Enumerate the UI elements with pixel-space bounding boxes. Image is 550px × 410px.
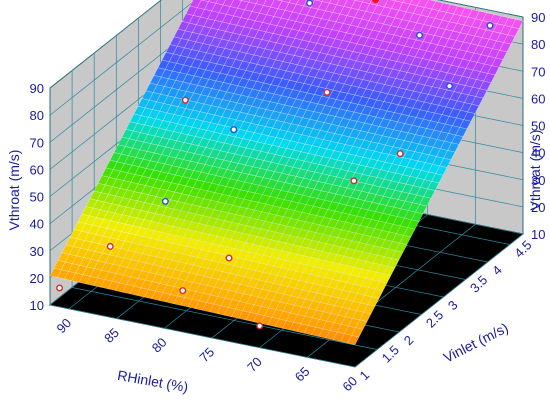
data-point [350, 177, 358, 185]
surface-cell [390, 0, 397, 2]
y-tick-label: 3 [445, 297, 461, 313]
surface-cell [248, 0, 259, 4]
z-tick-label-left: 80 [30, 108, 44, 123]
data-point [416, 31, 424, 39]
data-point [161, 197, 169, 205]
surface-cell [314, 0, 324, 2]
left-wall-gridline [49, 0, 162, 89]
z-axis-label-left: Vthroat (m/s) [6, 150, 22, 231]
data-point [486, 22, 494, 30]
z-tick-label-right: 70 [531, 64, 545, 79]
surface-cell [402, 0, 413, 5]
surface-cell [362, 0, 372, 4]
surface-cell [395, 0, 405, 3]
y-axis-label: Vinlet (m/s) [441, 319, 511, 365]
surface-cell [281, 0, 291, 3]
data-point [306, 0, 314, 7]
x-tick-label: 65 [292, 364, 313, 385]
z-tick-label-right: 20 [531, 200, 545, 215]
surface-cell [276, 0, 283, 2]
z-tick-label-left: 90 [30, 81, 44, 96]
floor-gridline [354, 233, 524, 368]
left-wall-gridline [49, 0, 196, 116]
z-tick-label-right: 60 [531, 91, 545, 106]
surface-cell [288, 0, 299, 5]
z-tick-label-left: 30 [30, 244, 44, 259]
z-tick-label-right: 80 [531, 37, 545, 52]
data-point [323, 88, 331, 96]
data-point [181, 96, 189, 104]
surface-cell [238, 0, 243, 1]
z-tick-label-left: 40 [30, 217, 44, 232]
z-tick-label-right: 30 [531, 173, 545, 188]
surface-cell [409, 0, 421, 6]
surface-cell [354, 0, 364, 3]
surface-cell [200, 0, 210, 2]
z-tick-label-left: 70 [30, 135, 44, 150]
z-tick-label-right: 10 [531, 227, 545, 242]
z-tick-label-left: 50 [30, 190, 44, 205]
x-tick-label: 70 [244, 354, 265, 375]
surface-cell [263, 0, 275, 8]
surface-cell [255, 0, 267, 6]
data-point [446, 82, 454, 90]
x-tick-label: 85 [101, 325, 122, 346]
response-surface [49, 0, 524, 345]
x-axis-label: RHinlet (%) [116, 367, 189, 395]
z-tick-label-left: 10 [30, 298, 44, 313]
y-tick-label: 2 [401, 332, 417, 348]
y-tick-label: 4 [489, 262, 505, 278]
surface-cell [215, 0, 226, 6]
data-point [256, 322, 264, 330]
data-point [225, 254, 233, 262]
z-axis-label-right: Vthroat (m/s) [527, 130, 543, 211]
x-tick-label: 90 [53, 315, 74, 336]
data-point [230, 126, 238, 134]
surface-cell [241, 0, 251, 3]
surface-cell [416, 0, 429, 8]
surface-cell [511, 19, 524, 29]
z-tick-label-left: 60 [30, 162, 44, 177]
z-tick-label-right: 90 [531, 10, 545, 25]
data-points [56, 0, 494, 330]
surface-cell [321, 0, 332, 4]
data-point [56, 284, 64, 292]
highlight-point [372, 0, 380, 4]
y-tick-label: 1 [357, 367, 373, 383]
data-point [396, 150, 404, 158]
floor-gridline [72, 287, 378, 350]
z-tick-label-left: 20 [30, 271, 44, 286]
x-tick-label: 75 [196, 344, 217, 365]
x-tick-label: 80 [149, 335, 170, 356]
surface-cell [296, 0, 308, 7]
surface-cell [208, 0, 218, 4]
z-tick-label-right: 50 [531, 119, 545, 134]
surface-cell [189, 0, 202, 8]
data-point [179, 287, 187, 295]
data-point [106, 242, 114, 250]
surface-cell [329, 0, 340, 5]
floor-gridline [49, 304, 356, 368]
back-wall-gridline [437, 0, 524, 18]
z-tick-label-right: 40 [531, 146, 545, 161]
x-tick-label: 60 [339, 373, 360, 394]
